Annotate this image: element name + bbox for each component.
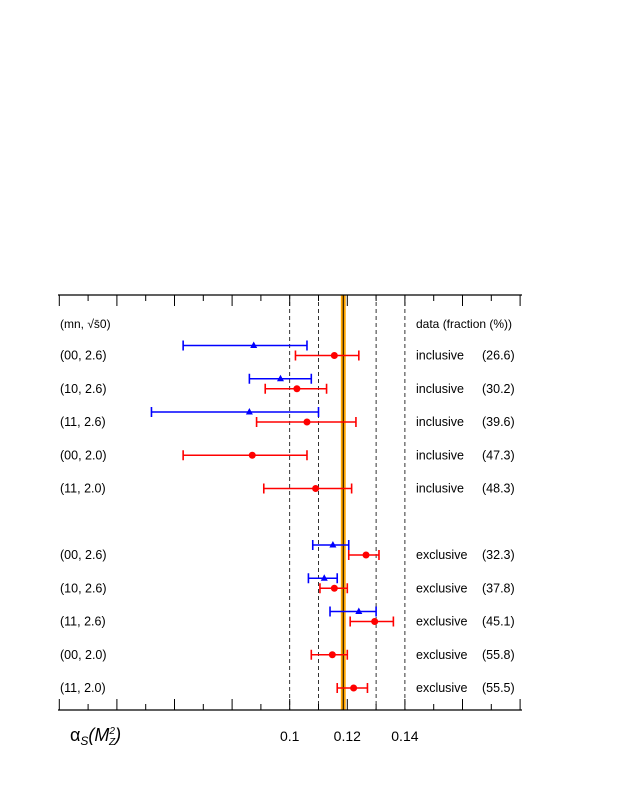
blue-triangle-marker <box>320 574 328 581</box>
row-config-label: (00, 2.0) <box>60 648 107 662</box>
row-fraction-label: (45.1) <box>482 615 515 629</box>
row-data-label: exclusive <box>416 548 467 562</box>
red-circle-marker <box>328 651 336 659</box>
row-config-label: (11, 2.6) <box>60 615 106 629</box>
x-axis-label: αS(M2 Z) <box>70 725 121 748</box>
row-data-label: inclusive <box>416 415 464 429</box>
row-fraction-label: (48.3) <box>482 482 515 496</box>
reference-band-layer <box>340 295 346 710</box>
labels-layer: (mn, √s̄0) data (fraction (%)) αS(M2 Z) (… <box>60 317 515 748</box>
header-left-label: (mn, √s̄0) <box>60 317 111 331</box>
x-tick-label: 0.14 <box>391 728 418 744</box>
row-config-label: (11, 2.6) <box>60 415 106 429</box>
row-config-label: (10, 2.6) <box>60 581 107 595</box>
row-data-label: exclusive <box>416 648 467 662</box>
red-circle-marker <box>293 385 301 393</box>
row-config-label: (00, 2.6) <box>60 349 107 363</box>
row-config-label: (00, 2.0) <box>60 448 107 462</box>
red-circle-marker <box>330 352 338 359</box>
dashed-lines-layer <box>289 295 406 710</box>
header-right-label: data (fraction (%)) <box>416 317 512 331</box>
row-data-label: inclusive <box>416 448 464 462</box>
row-fraction-label: (39.6) <box>482 415 515 429</box>
row-data-label: exclusive <box>416 615 467 629</box>
red-circle-marker <box>350 684 358 692</box>
data-points-layer <box>150 340 395 693</box>
row-config-label: (00, 2.6) <box>60 548 107 562</box>
row-fraction-label: (47.3) <box>482 448 515 462</box>
red-circle-marker <box>362 551 370 559</box>
row-config-label: (10, 2.6) <box>60 382 107 396</box>
red-circle-marker <box>371 618 379 625</box>
row-data-label: exclusive <box>416 581 467 595</box>
row-fraction-label: (55.8) <box>482 648 515 662</box>
axis-ticks-layer: 0.1 0.12 0.14 <box>58 295 521 744</box>
blue-triangle-marker <box>245 408 253 415</box>
x-tick-label: 0.12 <box>334 728 361 744</box>
x-tick-label: 0.1 <box>280 728 300 744</box>
row-config-label: (11, 2.0) <box>60 482 106 496</box>
red-circle-marker <box>330 584 338 592</box>
row-fraction-label: (30.2) <box>482 382 515 396</box>
row-fraction-label: (26.6) <box>482 349 515 363</box>
row-fraction-label: (37.8) <box>482 581 515 595</box>
row-data-label: inclusive <box>416 482 464 496</box>
blue-triangle-marker <box>250 341 258 348</box>
row-config-label: (11, 2.0) <box>60 681 106 695</box>
red-circle-marker <box>312 485 320 492</box>
blue-triangle-marker <box>276 374 284 382</box>
blue-triangle-marker <box>329 541 337 548</box>
row-data-label: exclusive <box>416 681 467 695</box>
row-fraction-label: (32.3) <box>482 548 515 562</box>
red-circle-marker <box>303 418 311 426</box>
blue-triangle-marker <box>355 607 363 614</box>
red-circle-marker <box>248 451 256 459</box>
row-fraction-label: (55.5) <box>482 681 515 695</box>
row-data-label: inclusive <box>416 382 464 396</box>
row-data-label: inclusive <box>416 349 464 363</box>
